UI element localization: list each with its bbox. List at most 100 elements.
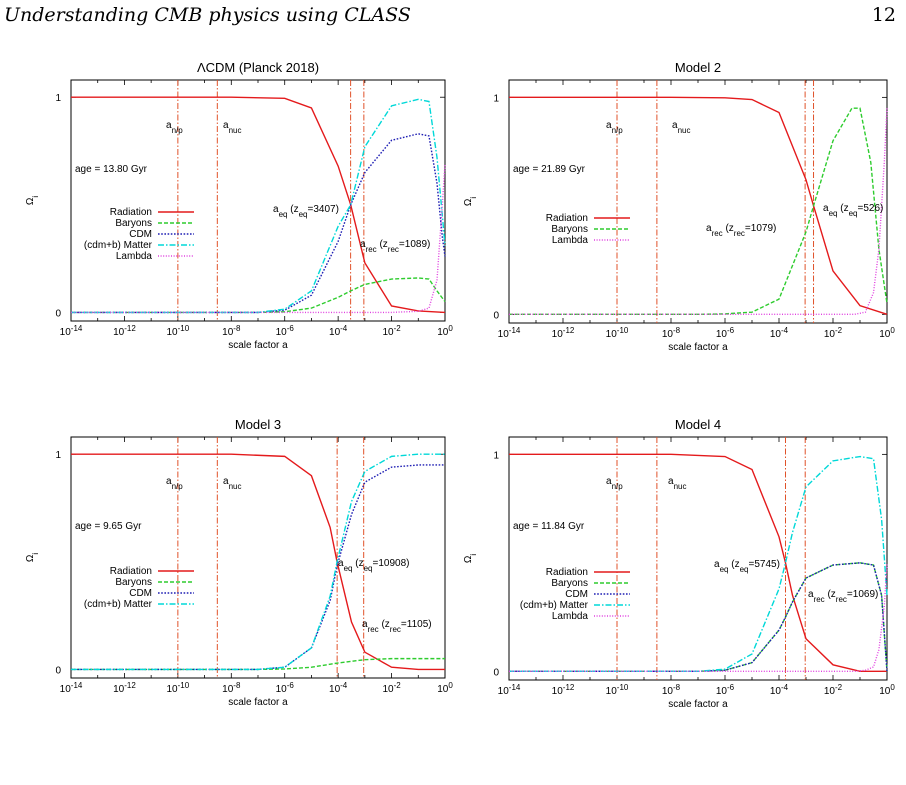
legend-label: Baryons — [551, 578, 588, 589]
x-tick-label: 10-8 — [222, 324, 241, 339]
chart-panel-3: Model 310-14 10-12 10-10 10-8 10-6 10-4 10-2 10… — [25, 417, 453, 708]
x-tick-label: 10-2 — [824, 326, 843, 341]
series-line-lambda — [509, 108, 888, 316]
x-tick-label: 10-10 — [606, 326, 629, 341]
legend-label: Radiation — [110, 207, 152, 218]
x-tick-label: 10-4 — [770, 326, 789, 341]
chart-title: Model 2 — [675, 60, 721, 75]
x-axis-label: scale factor a — [668, 699, 728, 710]
legend-label: (cdm+b) Matter — [84, 240, 153, 251]
y-axis-label: Ωi — [463, 197, 478, 206]
age-label: age = 13.80 Gyr — [75, 164, 148, 175]
x-tick-label: 10-2 — [824, 683, 843, 698]
x-tick-label: 10-4 — [329, 681, 348, 696]
x-tick-label: 10-6 — [276, 681, 295, 696]
x-tick-label: 10-8 — [662, 683, 681, 698]
series-line-lambda — [509, 562, 888, 673]
x-tick-label: 10-14 — [498, 326, 521, 341]
x-tick-label: 10-10 — [167, 324, 190, 339]
x-tick-label: 10-10 — [167, 681, 190, 696]
x-tick-label: 10-6 — [276, 324, 295, 339]
annotation-a-eq: aeq (zeq=526) — [823, 203, 883, 218]
x-tick-label: 10-10 — [606, 683, 629, 698]
series-line-radiation — [509, 96, 888, 315]
x-tick-label: 10-2 — [382, 681, 401, 696]
annotation-a-rec: arec (zrec=1069) — [808, 589, 878, 604]
series-line-lambda — [71, 163, 446, 314]
x-tick-label: 10-12 — [552, 683, 575, 698]
legend-label: Lambda — [552, 235, 589, 246]
legend-label: Radiation — [110, 566, 152, 577]
y-axis-label: Ωi — [463, 554, 478, 563]
y-tick-label: 1 — [493, 450, 499, 461]
y-axis-label: Ωi — [25, 196, 40, 205]
age-label: age = 11.84 Gyr — [513, 521, 585, 532]
legend-label: CDM — [565, 589, 588, 600]
series-line-cdm-b-matter — [71, 98, 446, 314]
x-tick-label: 10-14 — [498, 683, 521, 698]
legend-label: CDM — [129, 588, 152, 599]
annotation-a-np: an/p — [606, 120, 623, 135]
annotation-a-eq: aeq (zeq=3407) — [273, 204, 339, 219]
legend-label: Lambda — [552, 611, 589, 622]
series-line-cdm-b-matter — [71, 453, 445, 671]
legend-label: Baryons — [551, 224, 588, 235]
x-tick-label: 10-14 — [60, 681, 83, 696]
x-axis-label: scale factor a — [228, 697, 288, 708]
x-tick-label: 10-12 — [113, 324, 136, 339]
series-line-radiation — [71, 96, 446, 314]
annotation-a-eq: aeq (zeq=5745) — [714, 559, 780, 574]
annotation-a-np: an/p — [166, 120, 183, 135]
series-line-cdm — [71, 133, 446, 314]
x-tick-label: 100 — [437, 681, 453, 696]
series-line-baryons — [71, 277, 446, 314]
page-number: 12 — [871, 4, 896, 26]
x-tick-label: 10-6 — [716, 326, 735, 341]
x-tick-label: 100 — [437, 324, 453, 339]
legend-label: Lambda — [116, 251, 153, 262]
x-tick-label: 10-4 — [329, 324, 348, 339]
legend-label: Radiation — [546, 567, 588, 578]
y-tick-label: 0 — [493, 667, 499, 678]
series-line-radiation — [509, 453, 887, 673]
y-tick-label: 0 — [55, 665, 61, 676]
plot-frame — [508, 436, 888, 681]
y-tick-label: 1 — [55, 93, 61, 104]
annotation-a-np: an/p — [166, 476, 183, 491]
x-tick-label: 10-12 — [552, 326, 575, 341]
chart-title: ΛCDM (Planck 2018) — [197, 60, 319, 75]
x-tick-label: 10-4 — [770, 683, 789, 698]
annotation-a-rec: arec (zrec=1089) — [360, 239, 430, 254]
x-tick-label: 10-12 — [113, 681, 136, 696]
y-tick-label: 0 — [493, 310, 499, 321]
chart-panel-2: Model 210-14 10-12 10-10 10-8 10-6 10-4 10-2 10… — [463, 60, 895, 353]
annotation-a-rec: arec (zrec=1079) — [706, 223, 776, 238]
series-line-cdm — [509, 562, 888, 673]
chart-title: Model 3 — [235, 417, 281, 432]
annotation-a-nuc: anuc — [672, 120, 690, 135]
x-tick-label: 100 — [879, 683, 895, 698]
annotation-a-np: an/p — [606, 476, 623, 491]
legend-label: (cdm+b) Matter — [84, 599, 153, 610]
x-axis-label: scale factor a — [228, 340, 288, 351]
x-axis-label: scale factor a — [668, 342, 728, 353]
legend-label: Baryons — [115, 577, 152, 588]
page-header-title: Understanding CMB physics using CLASS — [4, 4, 411, 26]
x-tick-label: 10-6 — [716, 683, 735, 698]
plot-frame — [70, 79, 446, 322]
chart-panel-1: ΛCDM (Planck 2018) 10-14 10-12 10-10 10-8 10-… — [25, 60, 453, 351]
annotation-a-rec: arec (zrec=1105) — [362, 619, 432, 634]
chart-panel-4: Model 410-14 10-12 10-10 10-8 10-6 10-4 10-2 10… — [463, 417, 895, 710]
legend-label: (cdm+b) Matter — [520, 600, 589, 611]
series-line-baryons — [71, 657, 445, 671]
x-tick-label: 100 — [879, 326, 895, 341]
x-tick-label: 10-8 — [222, 681, 241, 696]
annotation-a-nuc: anuc — [223, 120, 241, 135]
annotation-a-nuc: anuc — [668, 476, 686, 491]
chart-title: Model 4 — [675, 417, 721, 432]
y-tick-label: 1 — [55, 450, 61, 461]
